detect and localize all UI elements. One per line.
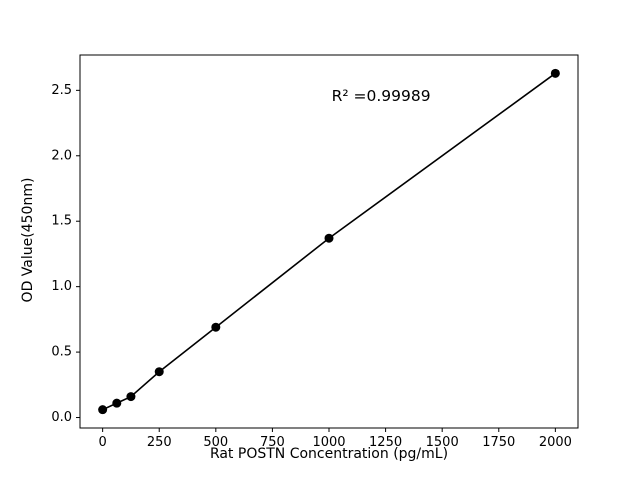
r-squared-annotation: R² =0.99989	[332, 87, 431, 105]
y-tick-label: 2.5	[51, 83, 72, 98]
data-point	[98, 405, 108, 415]
data-point	[211, 322, 221, 332]
y-tick-label: 2.0	[51, 148, 72, 163]
data-point	[324, 233, 334, 243]
data-point	[126, 392, 136, 402]
x-axis-label: Rat POSTN Concentration (pg/mL)	[209, 446, 449, 462]
data-point	[154, 367, 164, 377]
x-tick-label: 2000	[539, 435, 572, 450]
x-tick-label: 1250	[369, 435, 402, 450]
data-point	[550, 68, 560, 78]
y-tick-label: 1.5	[51, 214, 72, 229]
x-tick-label: 0	[98, 435, 106, 450]
y-tick-label: 1.0	[51, 279, 72, 294]
x-tick-label: 250	[147, 435, 172, 450]
x-tick-label: 1750	[482, 435, 515, 450]
x-tick-label: 500	[203, 435, 228, 450]
y-axis-label: OD Value(450nm)	[20, 177, 36, 303]
data-point	[112, 398, 122, 408]
x-tick-label: 1500	[426, 435, 459, 450]
y-tick-label: 0.0	[51, 410, 72, 425]
x-tick-label: 750	[260, 435, 285, 450]
y-tick-label: 0.5	[51, 345, 72, 360]
x-tick-label: 1000	[312, 435, 345, 450]
